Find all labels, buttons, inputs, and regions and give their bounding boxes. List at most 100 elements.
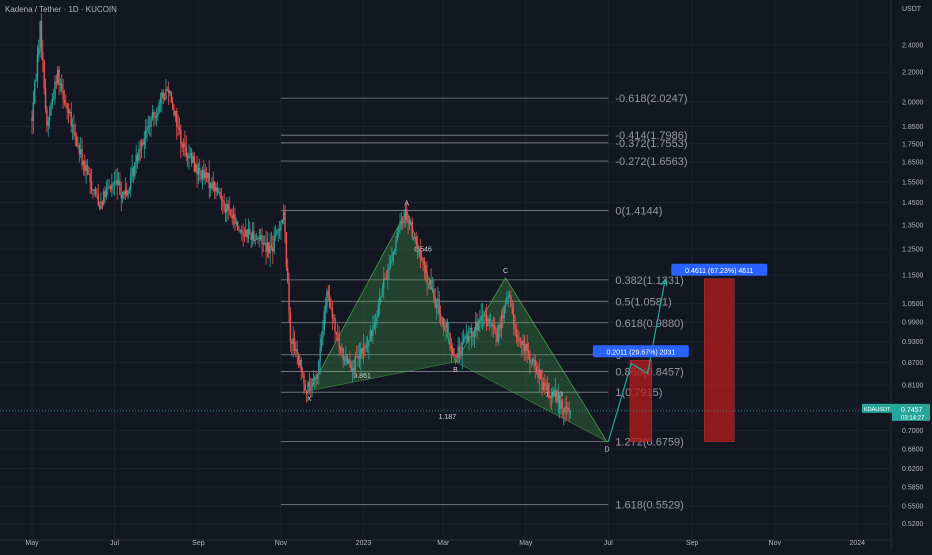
candle-body <box>127 190 129 196</box>
candle-body <box>461 341 463 356</box>
candle-body <box>277 230 279 232</box>
candle-body <box>322 329 324 339</box>
candle-body <box>389 261 392 268</box>
candle-body <box>92 189 94 191</box>
candle-series <box>31 13 572 426</box>
candle-body <box>510 295 512 308</box>
candle-body <box>149 126 151 127</box>
candle-body <box>407 219 409 222</box>
candle-body <box>427 283 430 284</box>
candle-body <box>94 189 97 195</box>
candle-body <box>372 327 374 336</box>
candle-body <box>80 149 82 155</box>
target-boxes[interactable] <box>629 278 735 442</box>
grid-lines <box>0 0 891 540</box>
candle-body <box>128 189 131 191</box>
candle-body <box>419 248 421 259</box>
candle-body <box>295 349 297 352</box>
projection-arrowhead <box>660 277 668 287</box>
candle-body <box>258 237 260 240</box>
candle-body <box>66 104 68 110</box>
candle-body <box>542 382 545 390</box>
candle-body <box>402 221 404 224</box>
candle-body <box>481 315 484 317</box>
candle-body <box>220 196 223 201</box>
candle-body <box>410 222 412 225</box>
candle-body <box>101 201 104 205</box>
candle-body <box>485 314 488 327</box>
candle-body <box>44 87 47 109</box>
candle-body <box>506 296 508 304</box>
candle-body <box>454 354 457 356</box>
candle-body <box>358 355 361 359</box>
candle-body <box>74 133 76 136</box>
fib-level-label: 0.382(1.1331) <box>615 275 684 287</box>
candle-body <box>253 230 255 241</box>
projection-path[interactable] <box>607 277 668 442</box>
candle-body <box>120 194 122 199</box>
candle-body <box>142 142 144 145</box>
candle-body <box>34 81 36 103</box>
candle-body <box>488 318 490 323</box>
candle-body <box>465 335 467 337</box>
x-tick-label: Sep <box>686 540 699 547</box>
candle-body <box>438 299 440 315</box>
candle-body <box>71 125 74 126</box>
fib-level-label: -0.372(1.7553) <box>615 138 687 150</box>
candle-body <box>333 318 335 320</box>
x-tick-label: Mar <box>437 540 450 547</box>
candle-body <box>305 390 308 394</box>
pattern-point-label: D <box>604 447 609 454</box>
candle-body <box>557 395 559 403</box>
candle-body <box>362 347 365 354</box>
candle-body <box>196 164 198 175</box>
projection-line[interactable] <box>607 279 666 442</box>
candle-body <box>381 288 384 297</box>
candle-body <box>315 377 317 379</box>
candle-body <box>77 145 79 147</box>
candle-body <box>268 242 270 254</box>
candle-body <box>201 169 204 180</box>
target-box[interactable] <box>704 278 735 442</box>
candle-body <box>293 338 296 352</box>
candle-body <box>335 331 338 334</box>
candle-body <box>565 406 568 409</box>
candle-body <box>178 126 181 130</box>
currency-label: USDT <box>902 6 922 13</box>
candle-body <box>215 187 217 192</box>
candle-body <box>397 229 400 233</box>
candle-body <box>54 81 56 99</box>
fib-level-label: 1.618(0.5529) <box>615 500 684 512</box>
candle-body <box>163 97 166 100</box>
x-tick-label: May <box>25 540 39 547</box>
candle-body <box>533 359 535 360</box>
candle-body <box>350 365 352 372</box>
candle-body <box>223 201 225 207</box>
candle-body <box>158 102 160 113</box>
candle-body <box>63 99 66 103</box>
candle-body <box>238 230 240 231</box>
candle-body <box>269 245 271 254</box>
candle-body <box>316 373 319 379</box>
candle-body <box>442 317 444 327</box>
y-tick-label: 0.5500 <box>902 504 924 511</box>
candle-body <box>303 372 305 385</box>
candle-body <box>115 180 117 182</box>
candle-body <box>393 249 396 252</box>
candle-body <box>204 172 206 179</box>
candle-body <box>112 183 114 185</box>
candle-body <box>288 281 290 313</box>
candle-body <box>224 206 227 213</box>
candle-body <box>261 235 263 245</box>
candle-body <box>527 350 530 353</box>
fib-level-label: -0.414(1.7986) <box>615 130 687 142</box>
y-tick-label: 1.0500 <box>902 301 924 308</box>
candle-body <box>69 111 71 114</box>
candle-body <box>480 316 482 320</box>
y-tick-label: 1.2500 <box>902 247 924 254</box>
target-box[interactable] <box>629 359 652 442</box>
candle-body <box>176 110 178 127</box>
